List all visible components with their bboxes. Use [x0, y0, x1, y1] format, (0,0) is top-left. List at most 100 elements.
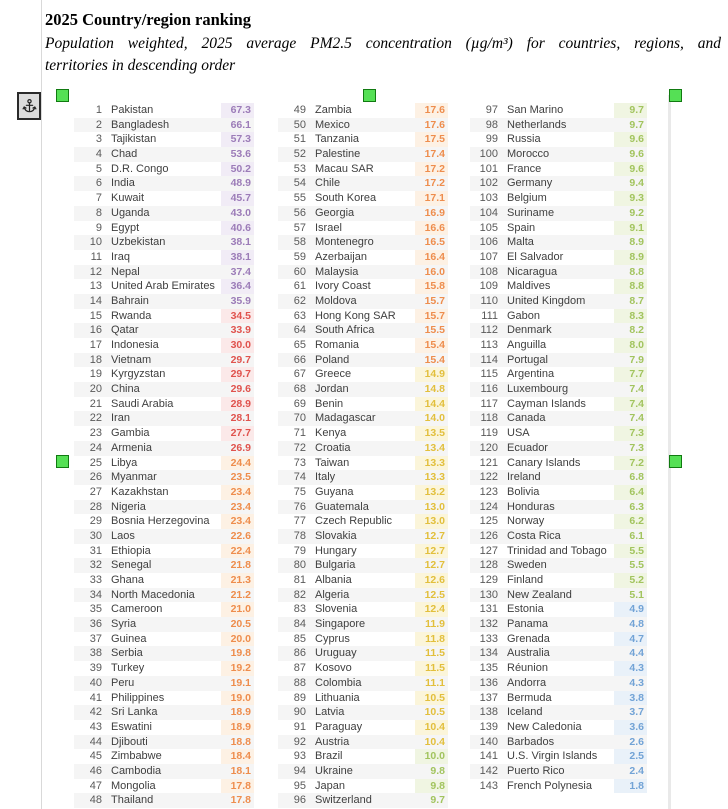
pm25-value: 16.0: [424, 265, 445, 278]
rank-cell: 66: [293, 353, 306, 366]
rank-cell: 48: [89, 794, 102, 807]
rank-cell: 95: [293, 779, 306, 792]
pm25-value: 12.7: [424, 529, 445, 542]
rank-cell: 67: [293, 368, 306, 381]
rank-cell: 8: [95, 206, 102, 219]
pm25-value: 5.2: [614, 573, 647, 588]
rank-cell: 77: [293, 515, 306, 528]
country-name: Zambia: [315, 104, 352, 116]
country-name: Tajikistan: [111, 133, 157, 146]
rank-cell: 14: [89, 294, 102, 307]
table-row: 91 Paraguay 10.4: [278, 719, 448, 735]
rank-cell: 79: [293, 544, 306, 557]
selection-handle-top-left[interactable]: [56, 89, 69, 102]
pm25-value: 5.5: [629, 559, 644, 572]
table-row: 76 Guatemala 13.0: [278, 499, 448, 515]
country-name: Grenada: [507, 632, 550, 645]
page-title: 2025 Country/region ranking: [45, 10, 251, 29]
country-name: Australia: [507, 647, 550, 660]
selection-handle-top-right[interactable]: [669, 89, 682, 102]
rank-cell: 69: [293, 397, 306, 410]
table-row: 66 Poland 15.4: [278, 352, 448, 368]
table-row: 45 Zimbabwe 18.4: [74, 749, 254, 764]
rank-cell: 72: [293, 441, 306, 454]
country-name: Libya: [111, 456, 138, 469]
rank-cell: 132: [479, 618, 498, 631]
rank-cell: 128: [479, 559, 498, 572]
selection-handle-mid-right[interactable]: [669, 455, 682, 468]
table-row: 92 Austria 10.4: [278, 734, 448, 750]
pm25-value: 14.4: [415, 396, 448, 412]
pm25-value: 23.4: [221, 484, 254, 500]
rank-cell: 7: [95, 192, 102, 205]
country-name: Netherlands: [507, 118, 567, 131]
rank-cell: 45: [89, 750, 102, 763]
pm25-value: 10.4: [424, 735, 445, 748]
pm25-value: 22.4: [221, 543, 254, 559]
table-row: 30 Laos 22.6: [74, 528, 254, 544]
country-name: Eswatini: [111, 720, 152, 733]
country-name: Uruguay: [315, 647, 357, 660]
object-anchor-marker[interactable]: [17, 92, 41, 120]
selection-handle-mid-left[interactable]: [56, 455, 69, 468]
table-row: 81 Albania 12.6: [278, 573, 448, 588]
country-name: Argentina: [507, 368, 555, 381]
table-row: 136 Andorra 4.3: [470, 675, 647, 691]
ranking-table-image[interactable]: 1 Pakistan 67.3 2 Bangladesh 66.1 3 Tajikistan 5…: [62, 95, 676, 809]
table-row: 13 United Arab Emirates 36.4: [74, 279, 254, 294]
pm25-value: 9.4: [629, 177, 644, 190]
country-name: Finland: [507, 574, 544, 586]
country-name: Greece: [315, 368, 352, 381]
country-name: Zimbabwe: [111, 750, 162, 763]
pm25-value: 21.2: [230, 588, 251, 601]
pm25-value: 12.5: [424, 588, 445, 601]
table-row: 122 Ireland 6.8: [470, 470, 647, 485]
pm25-value: 36.4: [221, 279, 254, 294]
pm25-value: 4.9: [614, 602, 647, 618]
rank-cell: 119: [480, 427, 498, 440]
table-row: 44 Djibouti 18.8: [74, 734, 254, 750]
country-name: Sweden: [507, 559, 547, 572]
table-row: 40 Peru 19.1: [74, 675, 254, 691]
pm25-value: 9.8: [415, 778, 448, 794]
pm25-value: 4.8: [629, 618, 644, 631]
table-row: 8 Uganda 43.0: [74, 205, 254, 221]
country-name: Ivory Coast: [315, 280, 371, 293]
rank-cell: 123: [479, 485, 498, 498]
rank-cell: 17: [89, 339, 102, 351]
table-row: 71 Kenya 13.5: [278, 426, 448, 441]
table-row: 80 Bulgaria 12.7: [278, 558, 448, 573]
selection-handle-top-center[interactable]: [363, 89, 376, 102]
rank-cell: 87: [293, 662, 306, 675]
table-row: 33 Ghana 21.3: [74, 573, 254, 588]
table-row: 79 Hungary 12.7: [278, 543, 448, 559]
table-row: 139 New Caledonia 3.6: [470, 719, 647, 735]
rank-cell: 127: [479, 544, 498, 557]
rank-cell: 88: [293, 676, 306, 689]
rank-cell: 140: [479, 735, 498, 748]
table-row: 27 Kazakhstan 23.4: [74, 484, 254, 500]
table-row: 28 Nigeria 23.4: [74, 499, 254, 515]
rank-cell: 49: [293, 104, 306, 116]
pm25-value: 12.4: [415, 602, 448, 618]
country-name: Uganda: [111, 206, 150, 219]
table-row: 14 Bahrain 35.9: [74, 293, 254, 309]
pm25-value: 50.2: [221, 161, 254, 177]
rank-cell: 80: [293, 559, 306, 572]
pm25-value: 33.9: [230, 324, 251, 337]
doc-subtitle-line2: territories in descending order: [45, 56, 236, 74]
country-name: Guinea: [111, 632, 147, 645]
pm25-value: 67.3: [221, 103, 254, 118]
pm25-value: 7.7: [614, 367, 647, 383]
table-row: 73 Taiwan 13.3: [278, 455, 448, 471]
table-row: 6 India 48.9: [74, 176, 254, 192]
pm25-value: 15.5: [424, 324, 445, 337]
country-name: Cambodia: [111, 764, 162, 777]
table-row: 39 Turkey 19.2: [74, 661, 254, 676]
rank-cell: 126: [479, 529, 498, 542]
rank-cell: 73: [293, 456, 306, 469]
country-name: Denmark: [507, 324, 552, 337]
rank-cell: 46: [89, 764, 102, 777]
table-row: 19 Kyrgyzstan 29.7: [74, 367, 254, 383]
